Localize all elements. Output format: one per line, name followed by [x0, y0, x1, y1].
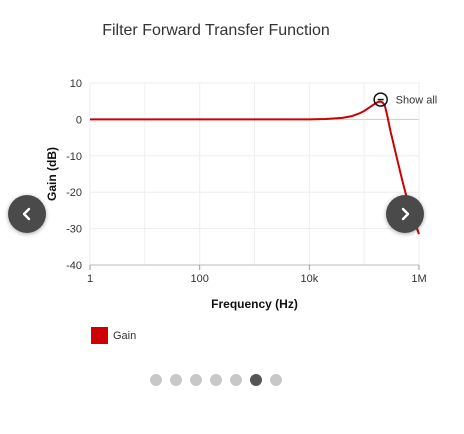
pagination-dots: [0, 374, 432, 386]
y-tick-label: -40: [66, 260, 82, 272]
legend-swatch-gain: [91, 327, 108, 344]
pagination-dot[interactable]: [210, 374, 222, 386]
pagination-dot[interactable]: [190, 374, 202, 386]
y-tick-label: 0: [76, 114, 82, 126]
pagination-dot[interactable]: [230, 374, 242, 386]
zoom-out-icon[interactable]: [373, 92, 388, 107]
legend-label-gain: Gain: [113, 329, 137, 342]
chevron-right-icon: [401, 207, 410, 221]
next-chart-button[interactable]: [386, 195, 424, 233]
x-tick-label: 1M: [411, 273, 426, 285]
x-axis-title: Frequency (Hz): [211, 297, 298, 311]
y-tick-label: -10: [66, 151, 82, 163]
x-tick-label: 10k: [300, 273, 318, 285]
pagination-dot[interactable]: [150, 374, 162, 386]
y-tick-label: -30: [66, 224, 82, 236]
y-tick-label: -20: [66, 187, 82, 199]
pagination-dot[interactable]: [170, 374, 182, 386]
x-tick-label: 100: [190, 273, 208, 285]
chart-legend[interactable]: Gain: [91, 327, 136, 344]
gain-series-line[interactable]: [90, 100, 420, 235]
chart-title: Filter Forward Transfer Function: [102, 22, 330, 39]
y-tick-label: 10: [70, 78, 82, 90]
previous-chart-button[interactable]: [8, 195, 46, 233]
show-all-button[interactable]: Show all: [396, 95, 438, 107]
pagination-dot[interactable]: [270, 374, 282, 386]
y-axis-title: Gain (dB): [45, 147, 59, 201]
chevron-left-icon: [22, 207, 31, 221]
pagination-dot[interactable]: [250, 374, 262, 386]
x-tick-label: 1: [87, 273, 93, 285]
